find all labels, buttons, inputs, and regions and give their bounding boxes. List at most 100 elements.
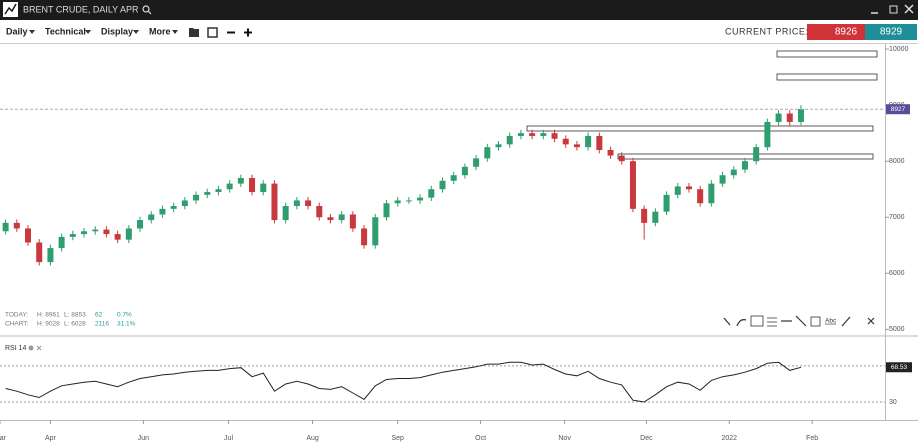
tool-clear[interactable] bbox=[867, 317, 875, 325]
candle-body bbox=[685, 186, 692, 190]
info-percent: 0.7% bbox=[117, 312, 132, 319]
search-button[interactable] bbox=[142, 5, 152, 15]
x-tick-label: Dec bbox=[640, 435, 653, 442]
window-title: BRENT CRUDE, DAILY APR bbox=[23, 4, 139, 14]
candle-body bbox=[450, 175, 457, 181]
candle-body bbox=[81, 231, 88, 235]
candle-body bbox=[428, 189, 435, 198]
tool-pen[interactable] bbox=[841, 316, 851, 327]
rsi-line bbox=[5, 361, 802, 403]
candle-body bbox=[271, 183, 278, 221]
candle-body bbox=[69, 234, 76, 237]
x-tick-label: Nov bbox=[558, 435, 571, 442]
zone[interactable] bbox=[526, 125, 874, 132]
app-icon-glyph bbox=[4, 3, 17, 15]
tool-rect[interactable] bbox=[810, 316, 821, 327]
last-price-box bbox=[886, 104, 910, 115]
menu-more[interactable]: More bbox=[149, 26, 171, 36]
info-label: CHART: bbox=[5, 321, 29, 328]
candle-body bbox=[775, 113, 782, 122]
candle-body bbox=[13, 222, 20, 229]
candle-body bbox=[517, 133, 524, 136]
candle-body bbox=[372, 217, 379, 246]
candle-body bbox=[607, 149, 614, 156]
toolbar bbox=[0, 20, 918, 44]
open-button[interactable] bbox=[189, 28, 199, 37]
candle-body bbox=[663, 194, 670, 212]
candle-body bbox=[338, 214, 345, 221]
info-panel: TODAY: H: 8961 L: 8853 62 0.7% CHART: H:… bbox=[5, 312, 136, 328]
caret bbox=[172, 30, 178, 34]
candle-body bbox=[349, 214, 356, 229]
candle-body bbox=[585, 135, 592, 148]
ask-box[interactable] bbox=[865, 24, 917, 40]
candle-body bbox=[2, 222, 9, 232]
candle-body bbox=[753, 147, 760, 162]
candle-body bbox=[114, 234, 121, 240]
candle-body bbox=[786, 113, 793, 122]
candle-body bbox=[506, 135, 513, 145]
y-tick-label: 6000 bbox=[889, 270, 905, 277]
zoom-in-button[interactable] bbox=[244, 28, 252, 37]
x-tick-label: Feb bbox=[806, 435, 818, 442]
candle-body bbox=[764, 121, 771, 148]
x-tick-label: Sep bbox=[391, 435, 404, 442]
tool-text[interactable]: Abc bbox=[825, 318, 837, 325]
candle-body bbox=[103, 229, 110, 235]
candle-body bbox=[629, 161, 636, 209]
zone[interactable] bbox=[776, 50, 878, 58]
tool-pointer[interactable] bbox=[723, 317, 731, 326]
close-button[interactable] bbox=[904, 4, 914, 14]
last-price-label: 8927 bbox=[891, 106, 906, 113]
info-change: 62 bbox=[95, 312, 103, 319]
zone[interactable] bbox=[776, 73, 878, 81]
candle-body bbox=[562, 138, 569, 145]
candle-body bbox=[92, 229, 99, 232]
candle-body bbox=[417, 197, 424, 201]
rsi-value-label: 68.53 bbox=[891, 364, 908, 371]
info-high: H: 9028 bbox=[37, 321, 60, 328]
tool-lines[interactable] bbox=[767, 317, 777, 327]
drawn-zones bbox=[526, 50, 878, 160]
candle-body bbox=[652, 211, 659, 223]
candle-body bbox=[204, 192, 211, 195]
tool-fib[interactable] bbox=[750, 315, 764, 327]
candle-body bbox=[551, 133, 558, 139]
info-change: 2116 bbox=[95, 321, 109, 328]
candle-body bbox=[125, 228, 132, 240]
candle-body bbox=[316, 206, 323, 218]
save-button[interactable] bbox=[207, 27, 218, 38]
tool-curve[interactable] bbox=[736, 319, 747, 327]
candle-body bbox=[58, 236, 65, 249]
ask-price: 8929 bbox=[880, 27, 903, 38]
x-tick-label: Oct bbox=[475, 435, 486, 442]
y-tick-label: 5000 bbox=[889, 326, 905, 333]
candle-body bbox=[181, 200, 188, 207]
candle-body bbox=[260, 183, 267, 193]
menu-technical[interactable]: Technical bbox=[45, 26, 86, 36]
candle-body bbox=[193, 194, 200, 201]
x-tick-label: Aug bbox=[306, 435, 319, 442]
info-percent: 31.1% bbox=[117, 321, 136, 328]
rsi-remove[interactable] bbox=[36, 345, 42, 351]
zone[interactable] bbox=[617, 153, 874, 160]
candle-body bbox=[137, 220, 144, 229]
menu-display[interactable]: Display bbox=[101, 26, 133, 36]
candle-body bbox=[293, 200, 300, 207]
candle-body bbox=[361, 228, 368, 246]
menu-daily[interactable]: Daily bbox=[6, 26, 28, 36]
info-high: H: 8961 bbox=[37, 312, 60, 319]
y-tick-label: 10000 bbox=[889, 46, 909, 53]
current-price-label: CURRENT PRICE: bbox=[725, 26, 808, 36]
candle-body bbox=[529, 133, 536, 136]
x-tick-label: Jun bbox=[138, 435, 149, 442]
tool-trendline[interactable] bbox=[795, 315, 807, 327]
y-tick-label: 8000 bbox=[889, 158, 905, 165]
candle-body bbox=[439, 180, 446, 190]
rsi-settings[interactable] bbox=[28, 345, 34, 351]
popout-button[interactable] bbox=[889, 5, 898, 14]
info-low: L: 6028 bbox=[64, 321, 86, 328]
x-tick-label: Jul bbox=[224, 435, 233, 442]
y-tick-label: 30 bbox=[889, 399, 897, 406]
